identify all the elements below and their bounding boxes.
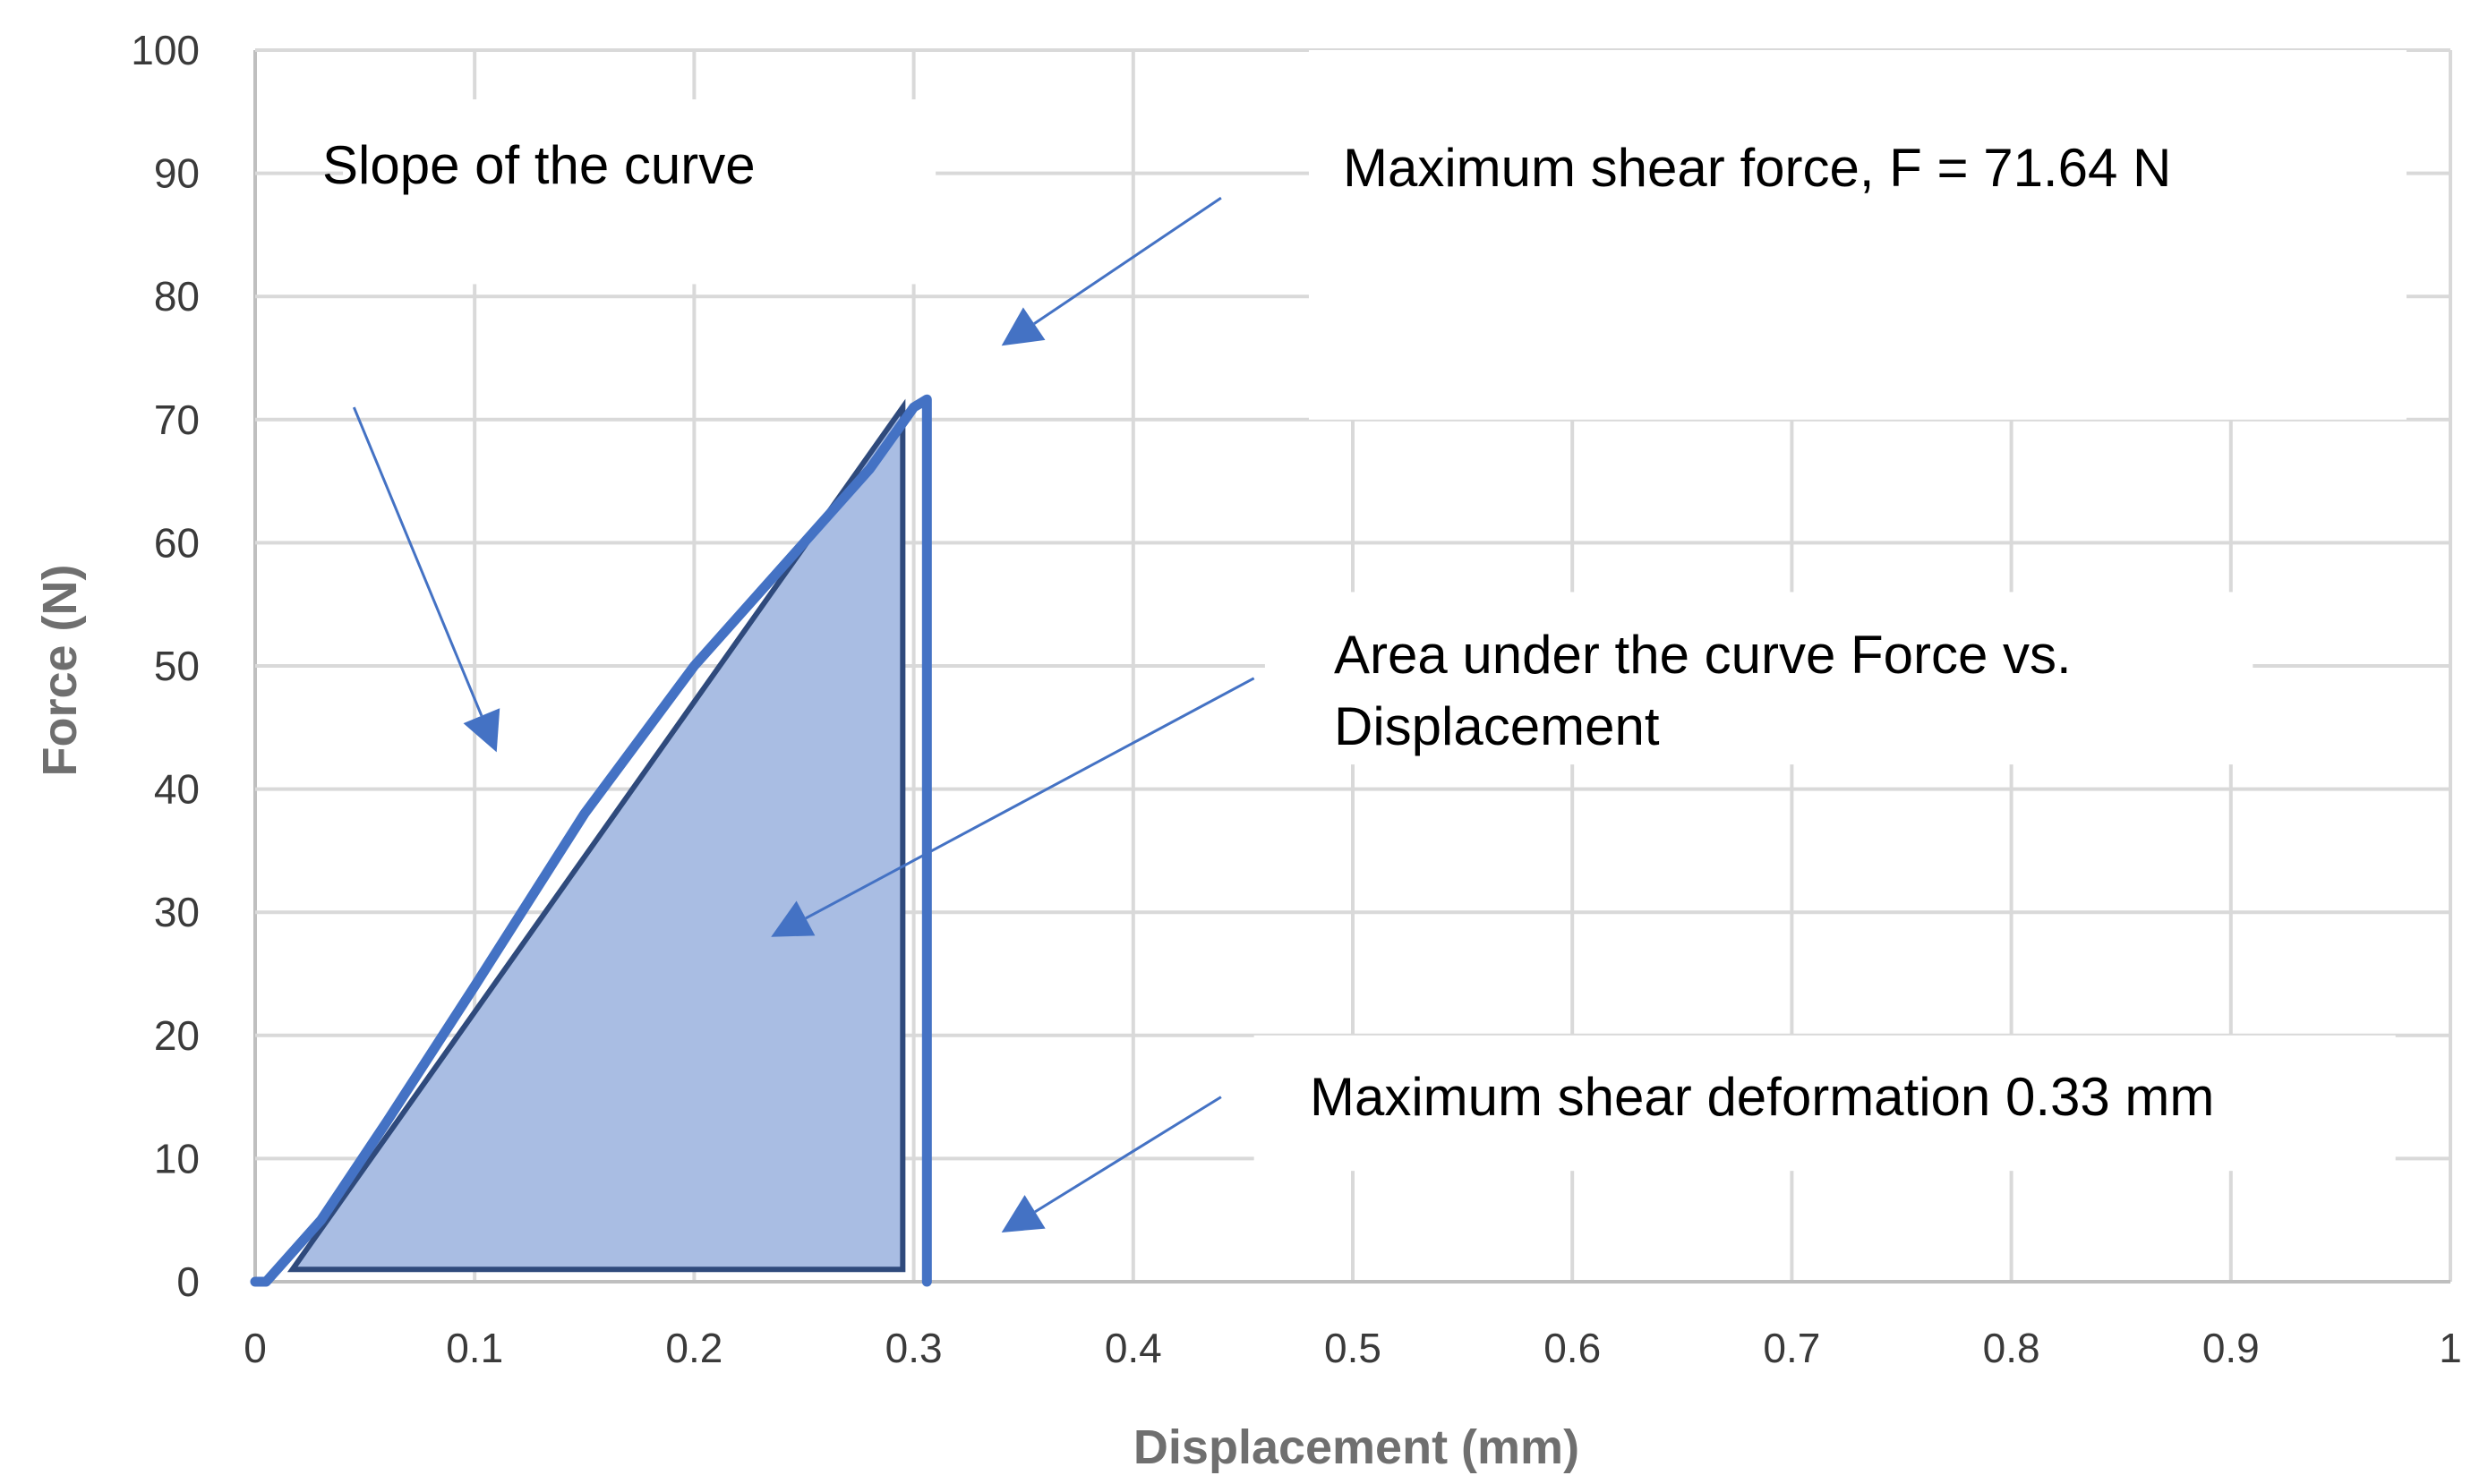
x-tick-label: 0.7 bbox=[1763, 1325, 1820, 1371]
annotation-slope-of-curve: Slope of the curve bbox=[322, 135, 756, 195]
annotation-bg-slope bbox=[343, 99, 936, 285]
tick-label-layer: 0 0.1 0.2 0.3 0.4 0.5 0.6 0.7 0.8 0.9 101020304050… bbox=[131, 27, 2462, 1371]
annotation-maximum-shear-deformation: Maximum shear deformation 0.33 mm bbox=[1310, 1067, 2214, 1127]
y-tick-label: 60 bbox=[154, 519, 200, 566]
y-axis-title: Force (N) bbox=[33, 564, 87, 776]
shaded-area-layer bbox=[286, 398, 906, 1273]
annotation-area-under-curve-line2: Displacement bbox=[1334, 696, 1660, 756]
x-tick-label: 0.1 bbox=[446, 1325, 503, 1371]
annotation-maximum-shear-force: Maximum shear force, F = 71.64 N bbox=[1343, 138, 2171, 198]
y-tick-label: 40 bbox=[154, 766, 200, 813]
x-axis-title: Displacement (mm) bbox=[1133, 1420, 1579, 1474]
annotation-arrow-line bbox=[805, 677, 1255, 920]
x-tick-label: 0.8 bbox=[1983, 1325, 2040, 1371]
y-tick-label: 70 bbox=[154, 397, 200, 443]
annotation-bg-max-force bbox=[1308, 50, 2407, 420]
x-tick-label: 0 bbox=[244, 1325, 267, 1371]
annotation-background-layer bbox=[343, 50, 2407, 1172]
arrow-layer bbox=[352, 196, 1255, 1232]
annotation-bg-deformation bbox=[1253, 1035, 2396, 1172]
x-tick-label: 0.6 bbox=[1543, 1325, 1601, 1371]
annotation-area-under-curve-line1: Area under the curve Force vs. bbox=[1334, 625, 2072, 685]
shaded-area-triangle bbox=[286, 398, 906, 1273]
x-tick-label: 0.3 bbox=[885, 1325, 943, 1371]
force-displacement-curve bbox=[250, 394, 932, 1287]
y-tick-label: 50 bbox=[154, 643, 200, 689]
y-tick-label: 80 bbox=[154, 273, 200, 320]
y-tick-label: 0 bbox=[176, 1258, 200, 1305]
annotation-arrow-line bbox=[1033, 196, 1222, 325]
x-tick-label: 0.5 bbox=[1324, 1325, 1381, 1371]
y-tick-label: 90 bbox=[154, 150, 200, 197]
curve-layer bbox=[250, 394, 932, 1287]
annotation-arrowhead bbox=[1001, 1195, 1046, 1232]
annotation-arrowhead bbox=[463, 708, 500, 753]
annotation-arrowhead bbox=[771, 900, 816, 937]
annotation-arrowhead bbox=[1001, 307, 1046, 346]
x-tick-label: 0.4 bbox=[1105, 1325, 1162, 1371]
y-tick-label: 20 bbox=[154, 1012, 200, 1059]
annotation-arrow-line bbox=[352, 406, 483, 717]
x-tick-label: 0.9 bbox=[2202, 1325, 2260, 1371]
x-tick-label: 1 bbox=[2439, 1325, 2462, 1371]
x-tick-label: 0.2 bbox=[665, 1325, 722, 1371]
y-tick-label: 30 bbox=[154, 889, 200, 935]
annotation-bg-area bbox=[1264, 592, 2253, 765]
annotation-arrow-line bbox=[1034, 1096, 1222, 1214]
y-tick-label: 10 bbox=[154, 1135, 200, 1181]
y-tick-label: 100 bbox=[131, 27, 200, 73]
